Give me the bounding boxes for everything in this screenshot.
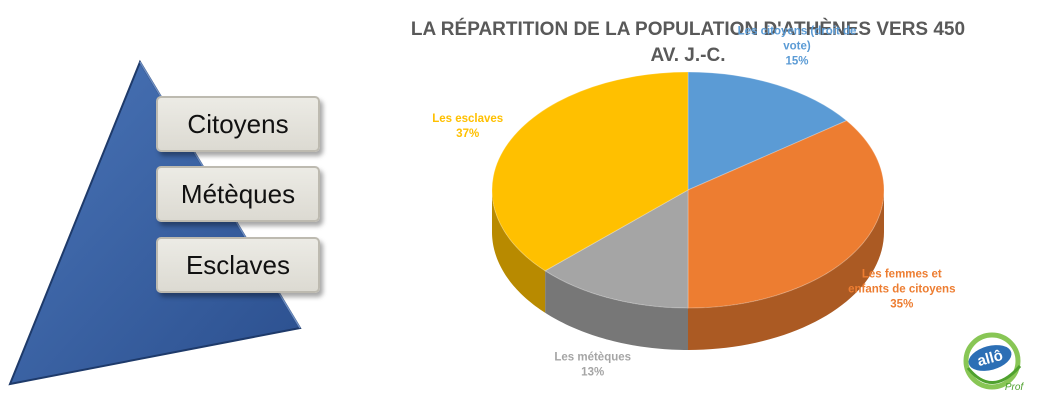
chart-title-line-1: LA RÉPARTITION DE LA POPULATION D'ATHÈNE… <box>411 18 965 40</box>
pie-slice-2 <box>687 120 885 309</box>
tier-label: Citoyens <box>187 108 289 139</box>
data-label-category: Les esclaves <box>432 113 503 125</box>
data-label-category: Les femmes et <box>862 269 942 281</box>
data-label-category: Les métèques <box>554 351 631 363</box>
pyramid-tier-esclaves: Esclaves <box>156 237 320 293</box>
pie-chart: LA RÉPARTITION DE LA POPULATION D'ATHÈNE… <box>411 18 965 379</box>
pie-slice-side-4 <box>492 190 546 313</box>
pie-slice-side-2 <box>688 190 884 350</box>
data-label-category: enfants de citoyens <box>848 284 955 296</box>
tier-label: Métèques <box>180 178 296 209</box>
chart-title-line-2: AV. J.-C. <box>651 45 726 66</box>
pyramid-diagram: Citoyens Métèques Esclaves <box>0 0 360 408</box>
svg-text:allô: allô <box>975 347 1004 370</box>
svg-text:Prof: Prof <box>1005 382 1025 393</box>
data-label-percent: 35% <box>890 299 913 311</box>
data-label-category: Les citoyens (droit de <box>738 26 857 38</box>
pie-slice-3 <box>544 189 689 309</box>
allo-prof-logo: allô Prof <box>958 328 1030 394</box>
data-label-percent: 13% <box>581 366 604 378</box>
logo-icon: allô Prof <box>963 332 1025 393</box>
pie-labels: Les citoyens (droit de vote) 15% Les femmes… <box>432 26 955 379</box>
data-label-category: vote) <box>783 41 811 53</box>
pyramid-tier-meteques: Métèques <box>156 166 320 222</box>
pie-slices <box>491 71 885 350</box>
pie-slice-side-3 <box>545 270 688 350</box>
pyramid-tier-citoyens: Citoyens <box>156 96 320 152</box>
pie-slice-1 <box>687 71 848 191</box>
pie-slice-4 <box>491 71 689 272</box>
tier-label: Esclaves <box>185 249 291 280</box>
data-label-percent: 37% <box>456 128 479 140</box>
data-label-percent: 15% <box>785 56 808 68</box>
